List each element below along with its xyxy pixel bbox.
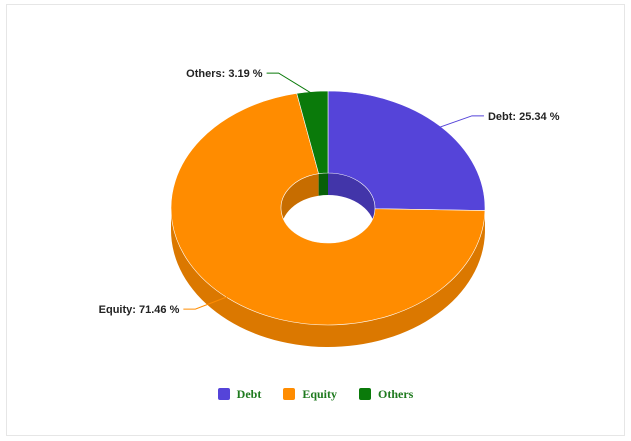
legend-label-others: Others bbox=[378, 386, 414, 401]
leader-line-others bbox=[266, 72, 313, 95]
legend-item-others[interactable]: Others bbox=[359, 387, 413, 402]
legend-label-debt: Debt bbox=[236, 386, 262, 401]
chart-frame bbox=[6, 4, 625, 436]
legend-swatch-debt bbox=[217, 388, 230, 400]
slice-inner-wall-debt-0 bbox=[328, 173, 375, 230]
data-label-others: Others: 3.19 % bbox=[186, 68, 263, 80]
data-label-debt: Debt: 25.34 % bbox=[488, 111, 560, 123]
data-label-equity: Equity: 71.46 % bbox=[99, 304, 180, 316]
slice-inner-wall-equity-1 bbox=[281, 173, 319, 230]
legend: Debt Equity Others bbox=[0, 384, 631, 404]
slice-debt[interactable] bbox=[327, 90, 486, 211]
leader-line-debt bbox=[437, 115, 484, 129]
legend-item-equity[interactable]: Equity bbox=[283, 387, 337, 402]
leader-line-equity bbox=[183, 295, 230, 310]
legend-item-debt[interactable]: Debt bbox=[217, 386, 262, 402]
legend-label-equity: Equity bbox=[302, 386, 338, 401]
slice-side-equity bbox=[171, 208, 485, 348]
legend-swatch-others bbox=[359, 388, 372, 400]
slices-layer bbox=[170, 90, 486, 348]
slice-others[interactable] bbox=[296, 90, 329, 175]
legend-swatch-equity bbox=[283, 388, 296, 400]
labels-layer: Debt: 25.34 % Equity: 71.46 % Others: 3.19… bbox=[99, 68, 560, 316]
slice-equity[interactable] bbox=[170, 93, 486, 326]
slice-inner-wall-others-1 bbox=[318, 173, 328, 196]
